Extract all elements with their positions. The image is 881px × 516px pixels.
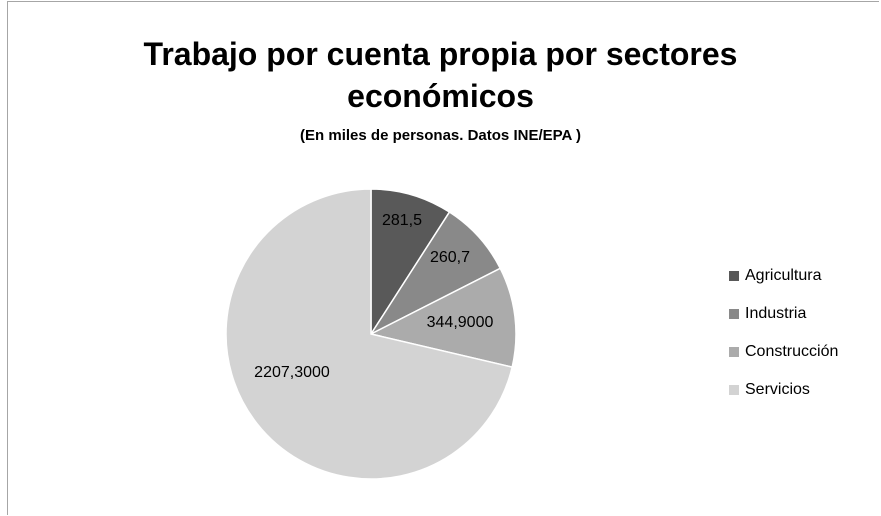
data-label-industria: 260,7 <box>430 249 470 266</box>
chart-title-line2: económicos <box>347 78 534 114</box>
chart-subtitle: (En miles de personas. Datos INE/EPA ) <box>300 127 581 144</box>
legend-item-industria: Industria <box>729 304 838 324</box>
legend-label-servicios: Servicios <box>745 381 810 398</box>
data-label-construcción: 344,9000 <box>427 314 494 331</box>
data-label-servicios: 2207,3000 <box>254 364 330 381</box>
legend-item-servicios: Servicios <box>729 380 838 400</box>
legend-swatch-construccion <box>729 347 739 357</box>
legend: Agricultura Industria Construcción Servi… <box>729 266 838 418</box>
legend-item-construccion: Construcción <box>729 342 838 362</box>
chart-title-line1: Trabajo por cuenta propia por sectores <box>143 36 738 72</box>
pie-slice-servicios <box>225 188 514 480</box>
legend-swatch-agricultura <box>729 271 739 281</box>
data-label-agricultura: 281,5 <box>382 212 422 229</box>
pie-slice-agricultura <box>370 188 451 337</box>
legend-item-agricultura: Agricultura <box>729 266 838 286</box>
legend-label-industria: Industria <box>745 305 807 322</box>
legend-label-construccion: Construcción <box>745 343 839 360</box>
legend-swatch-industria <box>729 309 739 319</box>
legend-label-agricultura: Agricultura <box>745 267 822 284</box>
legend-swatch-servicios <box>729 385 739 395</box>
chart-frame <box>7 1 879 515</box>
